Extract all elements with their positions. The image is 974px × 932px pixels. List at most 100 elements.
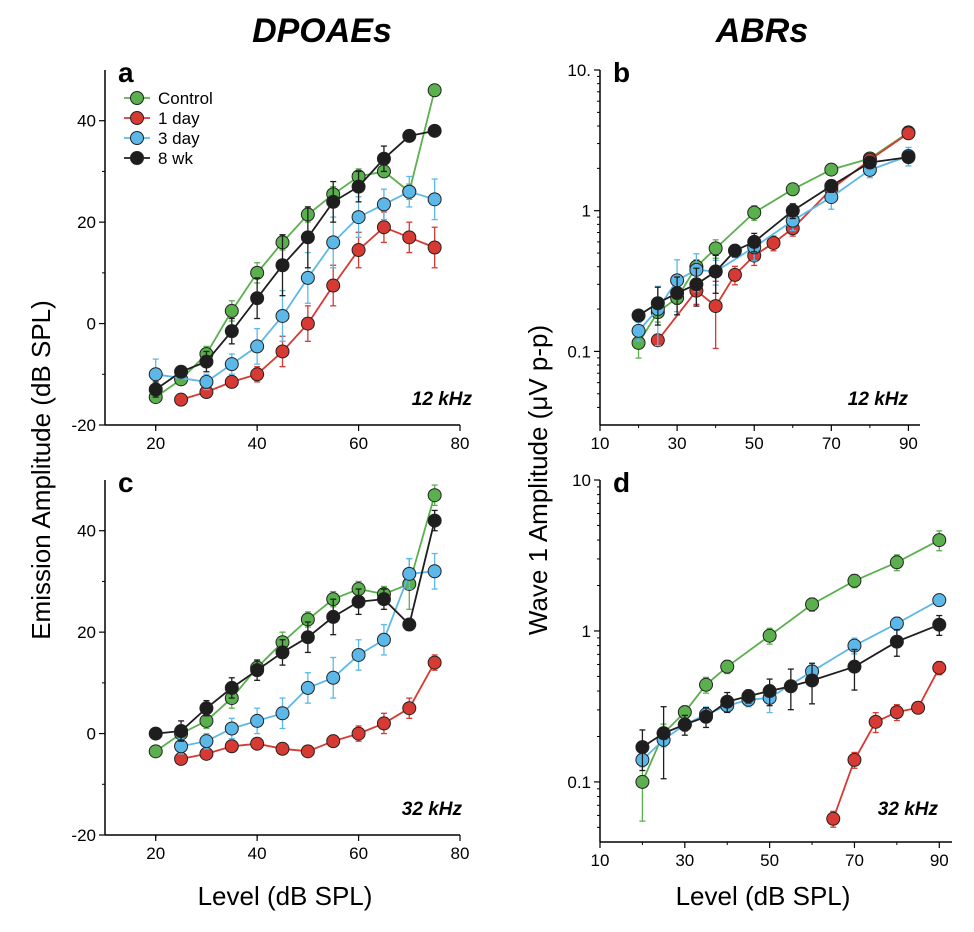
data-point [932,660,947,675]
series-line [832,667,941,820]
panel-c: 20 40 60 80 -20 0 20 40 c 32 kHz [71,467,469,863]
data-point [300,680,315,695]
data-point [148,726,163,741]
x-tick-label: 40 [248,844,267,863]
data-point [351,594,366,609]
data-point [708,299,723,314]
data-point [351,243,366,258]
y-tick-label: 0.1 [567,773,591,792]
x-tick-label: 90 [930,851,949,870]
x-tick-label: 50 [745,434,764,453]
series-1-day [826,660,947,828]
data-point [699,677,714,692]
data-point [650,296,665,311]
data-point [708,241,723,256]
frequency-label: 12 kHz [412,389,473,410]
series-8-wk [631,150,916,326]
data-point [351,647,366,662]
series-1-day [174,211,442,407]
data-point [224,680,239,695]
data-point [427,488,442,503]
series-line [637,155,909,332]
legend-label: 1 day [158,109,200,128]
data-point [932,593,947,608]
frequency-label: 12 kHz [848,389,909,410]
data-point [708,264,723,279]
data-point [901,150,916,165]
legend-label: Control [158,89,213,108]
data-point [275,258,290,273]
data-point [402,184,417,199]
data-point [847,752,862,767]
data-point [785,182,800,197]
x-tick-label: 80 [451,434,470,453]
data-point [250,367,265,382]
x-tick-label: 30 [668,434,687,453]
data-point [427,655,442,670]
data-point [741,689,756,704]
x-tick-label: 30 [675,851,694,870]
y-tick-label: 0 [87,725,96,744]
data-point [727,267,742,282]
data-point [805,597,820,612]
series-line [637,131,909,344]
legend-label: 3 day [158,129,200,148]
x-tick-label: 10 [591,434,610,453]
y-tick-label: -20 [71,416,96,435]
frequency-label: 32 kHz [402,799,463,820]
data-point [174,392,189,407]
left-x-axis-label: Level (dB SPL) [198,881,373,911]
data-point [326,278,341,293]
x-tick-label: 60 [349,434,368,453]
data-point [635,774,650,789]
data-point [250,291,265,306]
y-tick-label: 10 [572,471,591,490]
y-tick-label: 20 [77,623,96,642]
data-point [427,240,442,255]
data-point [635,740,650,755]
data-point [689,277,704,292]
data-point [805,673,820,688]
series-8-wk [148,123,442,398]
data-point [275,706,290,721]
data-point [785,203,800,218]
y-tick-label: 20 [77,213,96,232]
data-point [766,235,781,250]
data-point [670,286,685,301]
x-tick-label: 50 [760,851,779,870]
data-point [351,179,366,194]
x-tick-label: 10 [591,851,610,870]
data-point [148,382,163,397]
y-tick-label: 0 [87,315,96,334]
data-point [300,230,315,245]
series-line [180,570,435,748]
data-point [326,670,341,685]
data-point [174,724,189,739]
series-8-wk [635,614,947,780]
data-point [275,308,290,323]
data-point [911,700,926,715]
data-point [747,234,762,249]
data-point [275,741,290,756]
data-point [351,210,366,225]
data-point [826,811,841,826]
left-y-axis-label: Emission Amplitude (dB SPL) [26,300,56,640]
data-point [224,357,239,372]
data-point [376,716,391,731]
frequency-label: 32 kHz [878,799,939,820]
legend-marker [130,111,144,125]
panel-letter: c [118,467,134,498]
panel-d: 10 30 50 70 90 0.1 1 10 d 32 kHz [567,467,952,870]
series-control [635,530,947,822]
data-point [376,592,391,607]
data-point [326,734,341,749]
data-point [250,736,265,751]
data-point [824,178,839,193]
data-point [862,155,877,170]
series-8-wk [148,509,442,742]
data-point [847,659,862,674]
data-point [351,726,366,741]
legend-marker [130,91,144,105]
data-point [174,364,189,379]
